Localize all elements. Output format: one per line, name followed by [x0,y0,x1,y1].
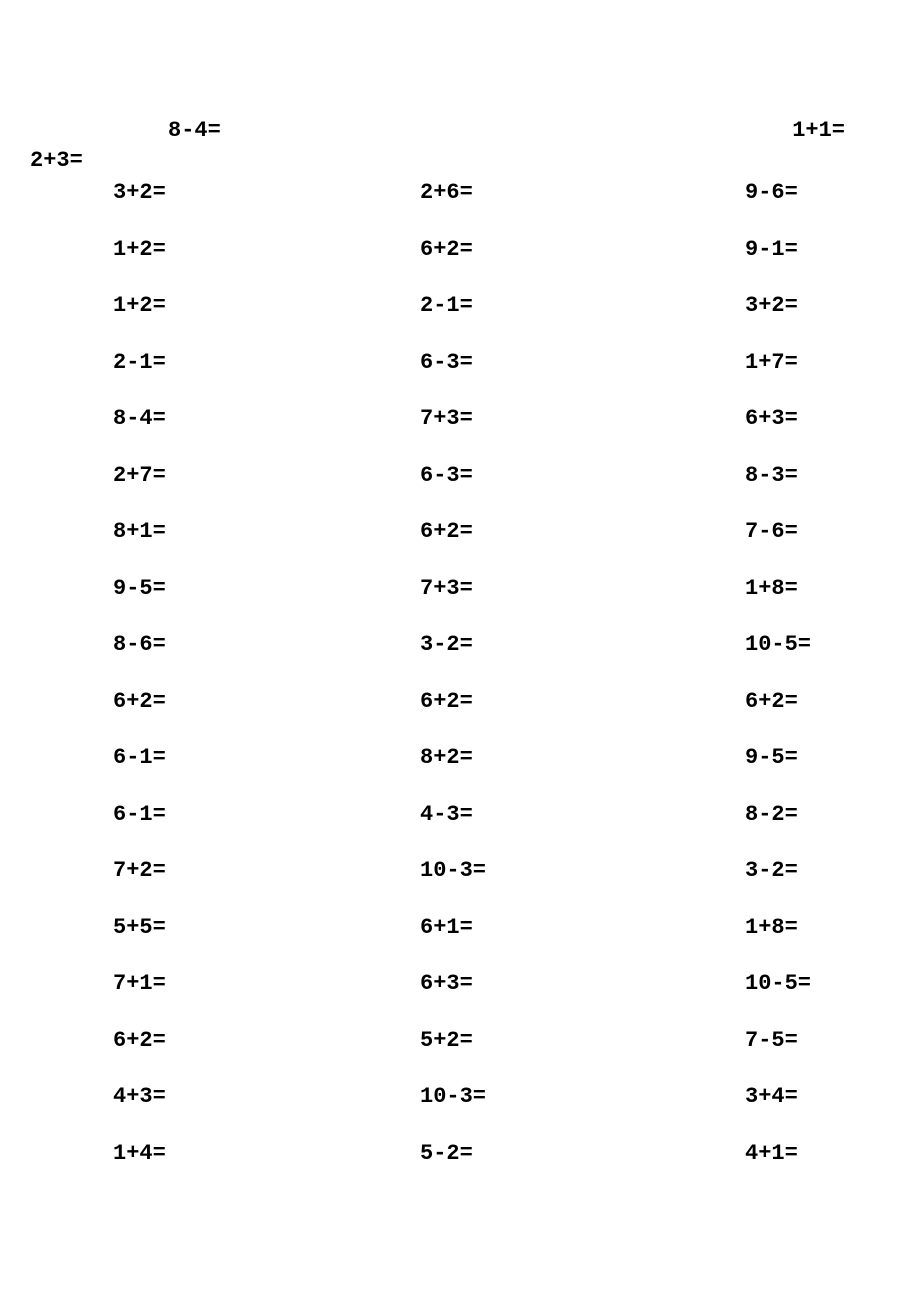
problem-cell: 7+3= [420,576,473,601]
problem-cell: 7+1= [113,971,166,996]
problem-cell: 6+2= [420,237,473,262]
problems-row: 1+2= 6+2= 9-1= [0,237,920,294]
problem-cell: 6+2= [113,689,166,714]
problems-row: 7+1= 6+3= 10-5= [0,971,920,1028]
problem-cell: 8-3= [745,463,798,488]
problem-cell: 6+1= [420,915,473,940]
problems-row: 6+2= 5+2= 7-5= [0,1028,920,1085]
offset-problem: 2+3= [30,148,83,173]
problems-row: 5+5= 6+1= 1+8= [0,915,920,972]
problems-row: 8-4= 7+3= 6+3= [0,406,920,463]
header-problem-left: 8-4= [168,118,221,143]
problem-cell: 6+2= [745,689,798,714]
problem-cell: 10-5= [745,971,811,996]
problems-row: 2+7= 6-3= 8-3= [0,463,920,520]
problem-cell: 8-6= [113,632,166,657]
problems-row: 3+2= 2+6= 9-6= [0,180,920,237]
problem-cell: 7-5= [745,1028,798,1053]
problem-cell: 6+2= [420,519,473,544]
problems-row: 7+2= 10-3= 3-2= [0,858,920,915]
problem-cell: 6-1= [113,745,166,770]
problem-cell: 2+7= [113,463,166,488]
problems-row: 1+4= 5-2= 4+1= [0,1141,920,1198]
problem-cell: 6-1= [113,802,166,827]
problem-cell: 5+2= [420,1028,473,1053]
problem-cell: 9-5= [113,576,166,601]
problem-cell: 3-2= [420,632,473,657]
problems-row: 9-5= 7+3= 1+8= [0,576,920,633]
problems-row: 2-1= 6-3= 1+7= [0,350,920,407]
problem-cell: 3+2= [113,180,166,205]
problem-cell: 4+3= [113,1084,166,1109]
problem-cell: 9-6= [745,180,798,205]
problem-cell: 3+2= [745,293,798,318]
problems-row: 8+1= 6+2= 7-6= [0,519,920,576]
problem-cell: 10-5= [745,632,811,657]
problem-cell: 6+2= [113,1028,166,1053]
problem-cell: 2+6= [420,180,473,205]
problems-row: 6+2= 6+2= 6+2= [0,689,920,746]
problem-cell: 3+4= [745,1084,798,1109]
problems-row: 6-1= 8+2= 9-5= [0,745,920,802]
problems-row: 1+2= 2-1= 3+2= [0,293,920,350]
problem-cell: 3-2= [745,858,798,883]
problem-cell: 9-5= [745,745,798,770]
problem-cell: 2-1= [113,350,166,375]
problem-cell: 8-4= [113,406,166,431]
problem-cell: 1+8= [745,915,798,940]
problem-cell: 8+1= [113,519,166,544]
problem-cell: 6-3= [420,350,473,375]
header-problem-right: 1+1= [792,118,845,143]
problem-cell: 1+8= [745,576,798,601]
problem-cell: 7-6= [745,519,798,544]
problem-cell: 10-3= [420,1084,486,1109]
problem-cell: 2-1= [420,293,473,318]
problems-row: 4+3= 10-3= 3+4= [0,1084,920,1141]
problems-grid: 3+2= 2+6= 9-6= 1+2= 6+2= 9-1= 1+2= 2-1= 3+2= 2-1=… [0,180,920,1197]
problem-cell: 8-2= [745,802,798,827]
problem-cell: 6+3= [420,971,473,996]
problem-cell: 6+3= [745,406,798,431]
problem-cell: 5+5= [113,915,166,940]
problem-cell: 4-3= [420,802,473,827]
problem-cell: 1+7= [745,350,798,375]
problem-cell: 6+2= [420,689,473,714]
problem-cell: 1+4= [113,1141,166,1166]
problems-row: 8-6= 3-2= 10-5= [0,632,920,689]
problem-cell: 9-1= [745,237,798,262]
problem-cell: 4+1= [745,1141,798,1166]
problem-cell: 7+2= [113,858,166,883]
problem-cell: 5-2= [420,1141,473,1166]
problem-cell: 6-3= [420,463,473,488]
problem-cell: 10-3= [420,858,486,883]
problem-cell: 1+2= [113,293,166,318]
problem-cell: 1+2= [113,237,166,262]
problems-row: 6-1= 4-3= 8-2= [0,802,920,859]
problem-cell: 8+2= [420,745,473,770]
problem-cell: 7+3= [420,406,473,431]
